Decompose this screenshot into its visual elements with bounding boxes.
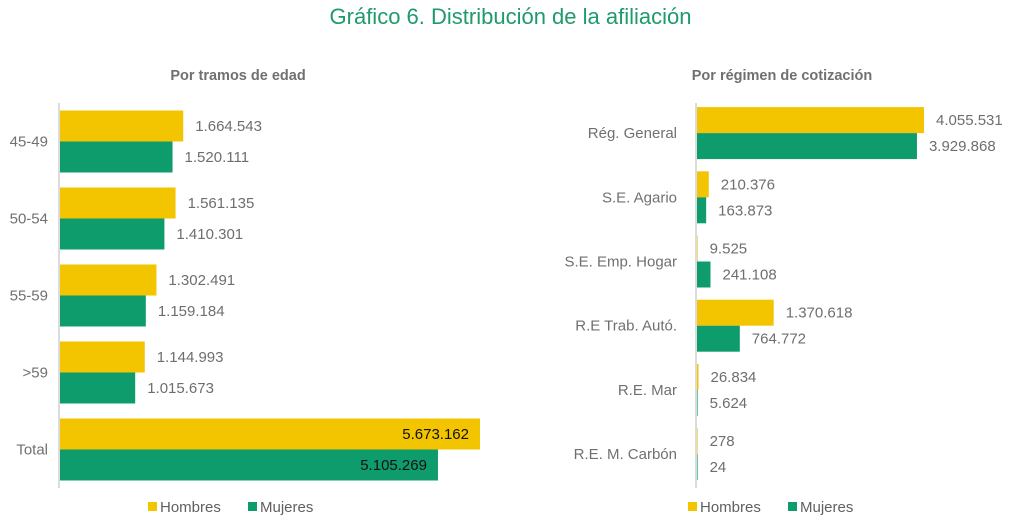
category-label: S.E. Agario: [602, 189, 677, 206]
data-label: 278: [710, 433, 735, 450]
bar-mujeres: [60, 449, 438, 481]
legend-swatch-mujeres: [788, 502, 797, 511]
data-label: 241.108: [722, 267, 776, 284]
bar-hombres: [697, 107, 924, 134]
category-label: Rég. General: [588, 125, 677, 142]
data-label: 24: [710, 459, 727, 476]
bar-hombres: [697, 363, 699, 390]
category-label: 45-49: [10, 134, 48, 151]
legend-label-hombres: Hombres: [700, 499, 761, 516]
subchart-title: Por régimen de cotización: [692, 68, 873, 84]
data-label: 1.370.618: [786, 305, 853, 322]
bar-mujeres: [697, 389, 698, 416]
category-label: S.E. Emp. Hogar: [564, 254, 677, 271]
data-label: 9.525: [710, 241, 748, 258]
bar-mujeres: [60, 141, 173, 173]
bar-mujeres: [60, 372, 136, 404]
chart-title: Gráfico 6. Distribución de la afiliación: [329, 4, 692, 29]
bar-hombres: [697, 171, 709, 198]
data-label: 163.873: [718, 202, 772, 219]
bar-hombres: [60, 187, 176, 219]
legend-swatch-hombres: [688, 502, 697, 511]
category-label: R.E Trab. Autó.: [575, 318, 677, 335]
category-label: 50-54: [10, 211, 48, 228]
legend-label-mujeres: Mujeres: [260, 499, 313, 516]
bar-mujeres: [697, 133, 917, 160]
data-label: 1.144.993: [157, 349, 224, 366]
category-label: R.E. M. Carbón: [574, 446, 677, 463]
data-label: 5.105.269: [360, 457, 427, 474]
legend-label-mujeres: Mujeres: [800, 499, 853, 516]
data-label: 4.055.531: [936, 112, 1003, 129]
bar-mujeres: [697, 261, 711, 288]
category-label: 55-59: [10, 288, 48, 305]
bar-hombres: [697, 235, 698, 262]
data-label: 1.302.491: [168, 272, 235, 289]
data-label: 1.561.135: [188, 195, 255, 212]
bar-hombres: [697, 428, 698, 455]
bar-mujeres: [697, 325, 740, 352]
data-label: 5.624: [710, 395, 748, 412]
bar-hombres: [60, 110, 184, 142]
data-label: 1.015.673: [147, 380, 214, 397]
legend-label-hombres: Hombres: [160, 499, 221, 516]
bar-mujeres: [60, 218, 165, 250]
category-label: R.E. Mar: [618, 382, 677, 399]
data-label: 210.376: [721, 176, 775, 193]
bar-mujeres: [697, 454, 698, 481]
data-label: 764.772: [752, 331, 806, 348]
data-label: 1.159.184: [158, 303, 225, 320]
category-label: Total: [16, 442, 48, 459]
bar-hombres: [60, 418, 480, 450]
bar-mujeres: [697, 197, 707, 224]
data-label: 5.673.162: [402, 426, 469, 443]
data-label: 1.664.543: [195, 118, 262, 135]
bar-hombres: [60, 341, 145, 373]
data-label: 1.410.301: [176, 226, 243, 243]
legend-swatch-mujeres: [248, 502, 257, 511]
category-label: >59: [23, 365, 48, 382]
subchart-title: Por tramos de edad: [170, 68, 305, 84]
bar-hombres: [60, 264, 157, 296]
bar-hombres: [697, 299, 774, 326]
bar-mujeres: [60, 295, 146, 327]
data-label: 26.834: [711, 369, 757, 386]
data-label: 1.520.111: [185, 149, 250, 166]
legend-swatch-hombres: [148, 502, 157, 511]
data-label: 3.929.868: [929, 138, 996, 155]
